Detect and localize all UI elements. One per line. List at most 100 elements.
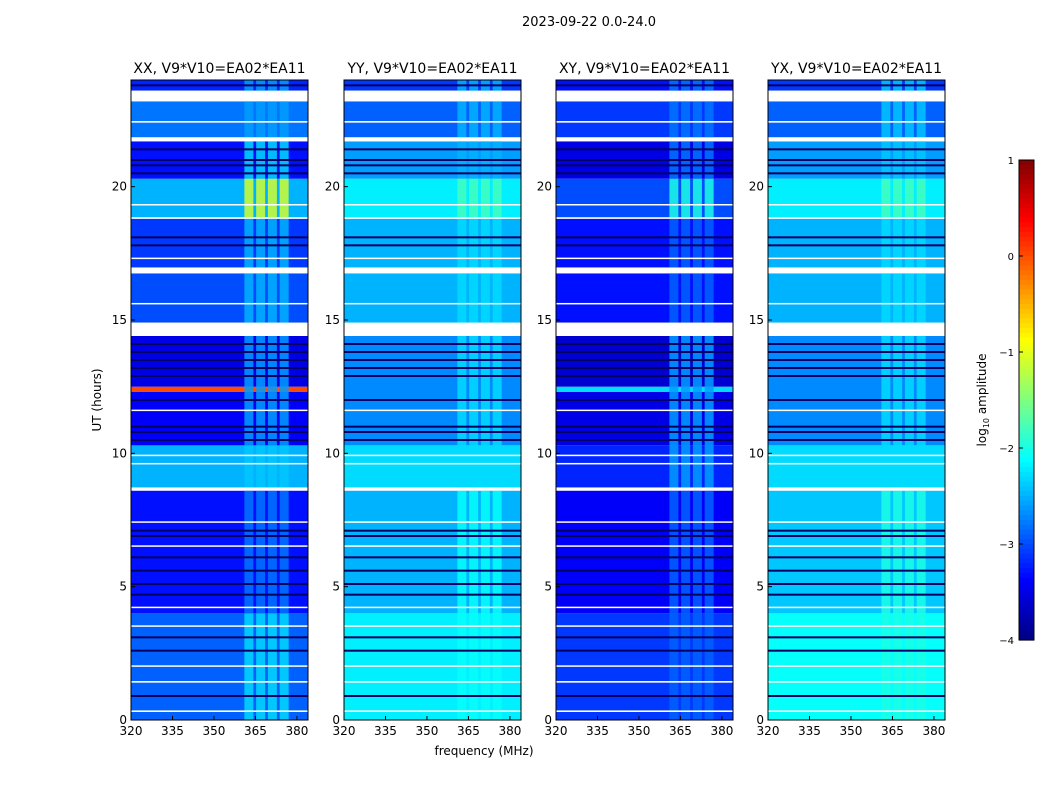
flagged-row bbox=[131, 257, 308, 260]
dark-row bbox=[556, 535, 733, 537]
colorbar-segment bbox=[1019, 548, 1034, 555]
dark-row bbox=[344, 569, 521, 572]
colorbar-segment bbox=[1019, 160, 1034, 166]
rfi-band-cell bbox=[669, 178, 679, 218]
colorbar-segment bbox=[1019, 428, 1034, 435]
colorbar-segment bbox=[1019, 390, 1034, 396]
dark-row bbox=[768, 425, 945, 428]
flagged-row bbox=[131, 521, 308, 523]
rfi-band-cell bbox=[893, 336, 903, 488]
flagged-row bbox=[768, 204, 945, 206]
flagged-row bbox=[344, 217, 521, 219]
dark-row bbox=[768, 148, 945, 151]
dark-row bbox=[131, 375, 308, 377]
colorbar-segment bbox=[1019, 572, 1034, 579]
colorbar-label: log10 amplitude bbox=[975, 354, 991, 447]
dark-row bbox=[556, 359, 733, 361]
colorbar-segment bbox=[1019, 601, 1034, 607]
heatmap-band bbox=[131, 445, 308, 488]
x-tick-label: 350 bbox=[840, 724, 863, 738]
flagged-row bbox=[768, 121, 945, 123]
colorbar-segment bbox=[1019, 332, 1034, 339]
colorbar-segment bbox=[1019, 452, 1034, 459]
dark-row bbox=[556, 399, 733, 401]
rfi-band-cell bbox=[279, 178, 289, 218]
flagged-row bbox=[344, 545, 521, 547]
colorbar-segment bbox=[1019, 313, 1034, 319]
flagged-row bbox=[556, 487, 733, 491]
heatmap-band bbox=[131, 273, 308, 323]
dark-row bbox=[131, 583, 308, 585]
dark-row bbox=[556, 636, 733, 639]
heatmap-band bbox=[556, 273, 733, 323]
y-tick-label: 15 bbox=[112, 313, 127, 327]
y-tick-label: 15 bbox=[537, 313, 552, 327]
rfi-band-cell bbox=[256, 178, 266, 218]
colorbar-segment bbox=[1019, 256, 1034, 262]
dark-row bbox=[556, 148, 733, 151]
dark-row bbox=[131, 244, 308, 247]
dark-row bbox=[131, 359, 308, 361]
colorbar-segment bbox=[1019, 404, 1034, 411]
flagged-row bbox=[768, 462, 945, 465]
y-tick-label: 10 bbox=[537, 446, 552, 460]
flagged-row bbox=[344, 322, 521, 336]
rfi-band-cell bbox=[469, 336, 479, 488]
flagged-row bbox=[344, 454, 521, 457]
panel-1: YY, V9*V10=EA02*EA11 320 335 350 365 380 0 5 10 1… bbox=[325, 61, 522, 738]
colorbar-segment bbox=[1019, 342, 1034, 348]
colorbar-frame bbox=[1018, 159, 1035, 641]
flagged-row bbox=[344, 625, 521, 627]
colorbar-segment bbox=[1019, 553, 1034, 559]
heatmap-band bbox=[556, 101, 733, 138]
rfi-band-cell bbox=[279, 336, 289, 446]
rfi-band-cell bbox=[916, 490, 926, 720]
colorbar-tick-label: −2 bbox=[999, 444, 1014, 455]
colorbar-segment bbox=[1019, 438, 1034, 444]
flagged-row bbox=[344, 121, 521, 123]
dark-row bbox=[344, 351, 521, 353]
dark-row bbox=[344, 359, 521, 361]
rfi-band-cell bbox=[267, 445, 277, 488]
x-tick-label: 320 bbox=[333, 724, 356, 738]
colorbar-segment bbox=[1019, 539, 1034, 545]
dark-row bbox=[768, 367, 945, 369]
dark-row bbox=[131, 636, 308, 639]
flagged-row bbox=[344, 302, 521, 305]
colorbar-segment bbox=[1019, 424, 1034, 430]
colorbar-segment bbox=[1019, 304, 1034, 310]
dark-row bbox=[768, 593, 945, 596]
rfi-band-cell bbox=[457, 80, 467, 179]
rfi-band-cell bbox=[681, 336, 691, 488]
colorbar-segment bbox=[1019, 457, 1034, 463]
heatmap-band bbox=[131, 178, 308, 218]
axes-frame bbox=[767, 79, 946, 721]
x-tick-label: 350 bbox=[416, 724, 439, 738]
colorbar-segment bbox=[1019, 616, 1034, 622]
dark-row bbox=[768, 649, 945, 652]
axes-frame bbox=[343, 79, 522, 721]
dark-row bbox=[768, 535, 945, 537]
rfi-band-cell bbox=[893, 80, 903, 179]
colorbar-segment bbox=[1019, 395, 1034, 401]
dark-row bbox=[344, 439, 521, 441]
axes-frame bbox=[130, 79, 309, 721]
dark-row bbox=[768, 556, 945, 559]
colorbar: 1 0 −1 −2 −3 −4 bbox=[999, 156, 1035, 647]
rfi-band-cell bbox=[904, 80, 914, 179]
colorbar-segment bbox=[1019, 472, 1034, 478]
dark-row bbox=[344, 649, 521, 652]
colorbar-segment bbox=[1019, 558, 1034, 564]
colorbar-segment bbox=[1019, 534, 1034, 540]
colorbar-segment bbox=[1019, 563, 1034, 569]
dark-row bbox=[556, 569, 733, 572]
flagged-row bbox=[556, 521, 733, 523]
flagged-row bbox=[131, 545, 308, 547]
flagged-row bbox=[556, 302, 733, 305]
dark-row bbox=[344, 164, 521, 167]
rfi-band-cell bbox=[893, 178, 903, 218]
colorbar-segment bbox=[1019, 577, 1034, 583]
colorbar-segment bbox=[1019, 203, 1034, 209]
rfi-band-cell bbox=[692, 336, 702, 488]
flagged-row bbox=[556, 267, 733, 274]
